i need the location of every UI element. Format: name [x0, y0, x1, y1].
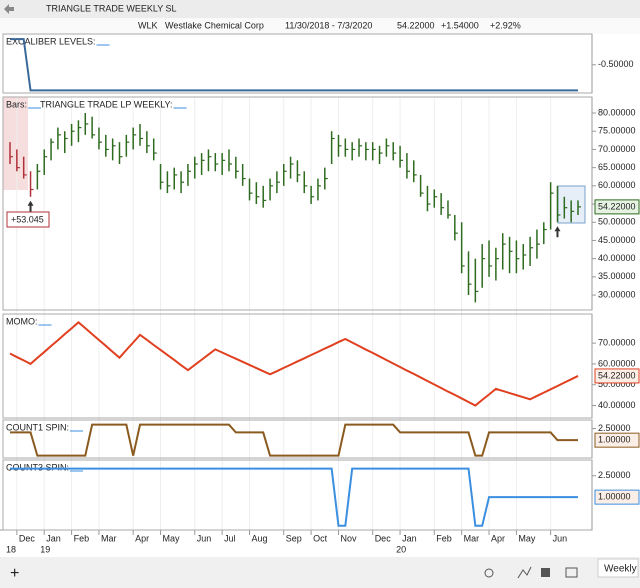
pane-sublabel: TRIANGLE TRADE LP WEEKLY:	[40, 99, 173, 109]
last-value-label: 1.00000	[598, 492, 631, 502]
series-line	[10, 467, 578, 527]
x-tick-label: Mar	[101, 533, 117, 543]
x-tick-label: Oct	[313, 533, 328, 543]
y-tick-label: 2.50000	[598, 423, 631, 433]
x-tick-label: Jan	[46, 533, 61, 543]
signal-arrow	[554, 226, 561, 238]
x-tick-label: Feb	[74, 533, 90, 543]
year-label: 20	[396, 544, 406, 554]
x-tick-label: Aug	[252, 533, 268, 543]
last-price: 54.22000	[397, 20, 435, 30]
symbol: WLK	[138, 20, 158, 30]
pane-label: MOMO:	[6, 316, 38, 326]
series-line	[9, 320, 579, 407]
toolbar	[0, 557, 640, 588]
title-bar	[0, 0, 640, 18]
x-tick-label: Mar	[464, 533, 480, 543]
x-tick-label: Jul	[224, 533, 236, 543]
series-line	[10, 38, 578, 92]
x-tick-label: May	[163, 533, 181, 543]
y-tick-label: 45.00000	[598, 235, 636, 245]
last-value-box	[594, 432, 640, 448]
x-tick-label: Sep	[286, 533, 302, 543]
series-line	[10, 423, 578, 457]
last-value-label: 54.22000	[598, 201, 636, 211]
pane	[2, 459, 593, 531]
x-tick-label: Dec	[19, 533, 36, 543]
pane	[2, 96, 593, 311]
nav-icon[interactable]	[4, 4, 14, 14]
x-tick-label: May	[518, 533, 536, 543]
last-value-box	[594, 368, 640, 384]
last-value-label: 1.00000	[598, 435, 631, 445]
x-tick-label: Nov	[340, 533, 357, 543]
year-label: 19	[40, 544, 50, 554]
x-tick-label: Jun	[553, 533, 568, 543]
x-tick-label: Feb	[436, 533, 452, 543]
add-button[interactable]: +	[10, 565, 19, 582]
y-tick-label: 80.00000	[598, 107, 636, 117]
signal-arrow	[27, 200, 34, 212]
chart-icon[interactable]	[541, 568, 550, 577]
pane	[2, 313, 593, 419]
layout-icon[interactable]	[565, 567, 578, 578]
change-pct: +2.92%	[490, 20, 521, 30]
y-tick-label: 60.00000	[598, 180, 636, 190]
search-icon[interactable]	[484, 568, 494, 578]
y-tick-label: 2.50000	[598, 470, 631, 480]
pane-label: COUNT1 SPIN:	[6, 422, 69, 432]
change: +1.54000	[441, 20, 479, 30]
annotation: +53.045	[11, 214, 44, 224]
y-tick-label: 30.00000	[598, 289, 636, 299]
y-tick-label: 75.00000	[598, 126, 636, 136]
x-tick-label: Jun	[197, 533, 212, 543]
company-name: Westlake Chemical Corp	[165, 20, 264, 30]
x-tick-label: Apr	[135, 533, 149, 543]
y-tick-label: 40.00000	[598, 253, 636, 263]
y-tick-label: 70.00000	[598, 144, 636, 154]
year-label: 18	[6, 544, 16, 554]
y-tick-label: 60.00000	[598, 358, 636, 368]
last-value-label: 54.22000	[598, 370, 636, 380]
x-tick-label: Apr	[491, 533, 505, 543]
x-tick-label: Jan	[402, 533, 417, 543]
x-axis-bg	[0, 530, 640, 557]
last-value-box	[594, 199, 640, 215]
period[interactable]: Weekly	[604, 564, 637, 575]
y-tick-label: 50.00000	[598, 379, 636, 389]
y-tick-label: 70.00000	[598, 337, 636, 347]
y-tick-label: 65.00000	[598, 162, 636, 172]
y-tick-label: 40.00000	[598, 400, 636, 410]
pane-label: Bars:	[6, 99, 27, 109]
x-tick-label: Dec	[375, 533, 392, 543]
draw-icon[interactable]	[517, 566, 532, 579]
pane-label: EXCALIBER LEVELS:	[6, 36, 96, 46]
last-value-box	[594, 489, 640, 505]
period-box[interactable]	[597, 558, 639, 578]
y-tick-label: 50.00000	[598, 217, 636, 227]
pane-label: COUNT3 SPIN:	[6, 462, 69, 472]
date-range: 11/30/2018 - 7/3/2020	[285, 20, 372, 30]
annotation-box	[6, 211, 50, 228]
y-tick-label: -0.50000	[598, 59, 634, 69]
y-tick-label: 35.00000	[598, 271, 636, 281]
window-title: TRIANGLE TRADE WEEKLY SL	[46, 3, 177, 13]
header-bar	[0, 18, 640, 34]
